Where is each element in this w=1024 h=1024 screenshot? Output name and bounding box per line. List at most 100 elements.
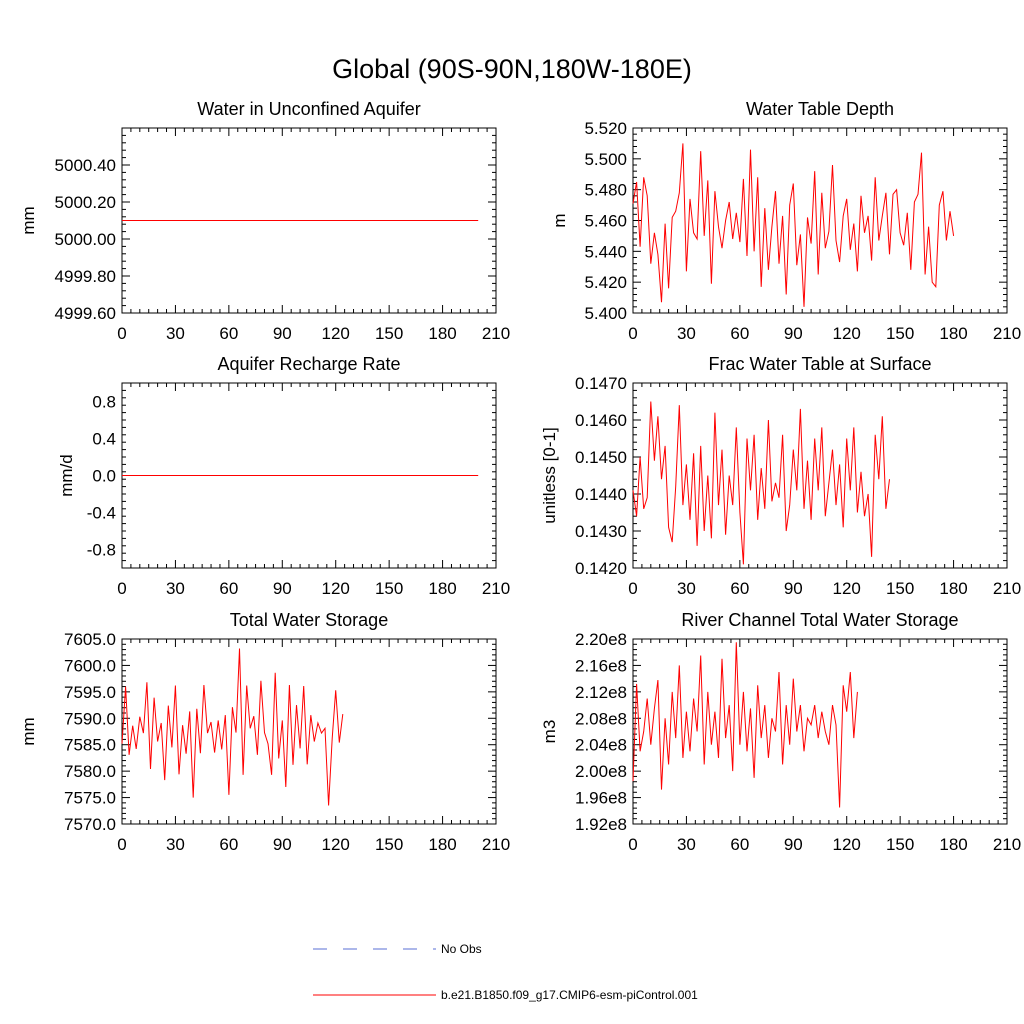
panel-water-table-depth-ytick-label: 5.420 bbox=[584, 273, 627, 292]
panel-water-table-depth-xtick-label: 0 bbox=[628, 324, 637, 343]
panel-river-channel-storage-ytick-label: 1.92e8 bbox=[575, 815, 627, 834]
panel-total-water-storage-xtick-label: 180 bbox=[428, 835, 456, 854]
panel-recharge-rate-ytick-label: 0.4 bbox=[92, 430, 116, 449]
panel-aquifer-water-ytick-label: 5000.20 bbox=[55, 193, 116, 212]
panel-frac-water-table-ytick-label: 0.1450 bbox=[575, 448, 627, 467]
panel-water-table-depth-xtick-label: 30 bbox=[677, 324, 696, 343]
panel-river-channel-storage-xtick-label: 150 bbox=[886, 835, 914, 854]
panel-river-channel-storage: River Channel Total Water Storage m3 0 30 60… bbox=[540, 610, 1021, 854]
panel-river-channel-storage-ytick-label: 1.96e8 bbox=[575, 789, 627, 808]
legend-label-no-obs: No Obs bbox=[441, 942, 482, 956]
panel-river-channel-storage-xtick-label: 30 bbox=[677, 835, 696, 854]
panel-aquifer-water-xtick-label: 0 bbox=[117, 324, 126, 343]
panel-total-water-storage-ylabel: mm bbox=[19, 717, 38, 745]
panel-river-channel-storage-ylabel: m3 bbox=[540, 720, 559, 744]
panel-frac-water-table-series-line bbox=[632, 401, 890, 565]
panel-aquifer-water-xtick-label: 150 bbox=[375, 324, 403, 343]
panel-frac-water-table-ytick-label: 0.1440 bbox=[575, 485, 627, 504]
panel-recharge-rate: Aquifer Recharge Rate mm/d 0 30 60 90 120 150 18… bbox=[57, 354, 510, 598]
panel-frac-water-table-ytick-label: 0.1460 bbox=[575, 411, 627, 430]
panel-recharge-rate-ytick-label: 0.8 bbox=[92, 393, 116, 412]
panel-recharge-rate-ytick-label: 0.0 bbox=[92, 467, 116, 486]
panel-total-water-storage-ytick-label: 7590.0 bbox=[64, 709, 116, 728]
panel-recharge-rate-ytick-label: -0.8 bbox=[87, 541, 116, 560]
panel-recharge-rate-xtick-label: 210 bbox=[482, 579, 510, 598]
panel-aquifer-water-ytick-label: 5000.00 bbox=[55, 230, 116, 249]
panel-frac-water-table-xtick-label: 210 bbox=[993, 579, 1021, 598]
panel-aquifer-water-xtick-label: 180 bbox=[428, 324, 456, 343]
panel-water-table-depth-ytick-label: 5.440 bbox=[584, 242, 627, 261]
panel-water-table-depth-series-line bbox=[632, 143, 955, 307]
panel-total-water-storage-xtick-label: 30 bbox=[166, 835, 185, 854]
panel-water-table-depth-ylabel: m bbox=[550, 213, 569, 227]
panel-river-channel-storage-xtick-label: 60 bbox=[730, 835, 749, 854]
panel-recharge-rate-xtick-label: 150 bbox=[375, 579, 403, 598]
panel-river-channel-storage-xtick-label: 210 bbox=[993, 835, 1021, 854]
panel-total-water-storage: Total Water Storage mm 0 30 60 90 120 150 180 210… bbox=[19, 610, 510, 854]
panel-aquifer-water-xtick-label: 90 bbox=[273, 324, 292, 343]
panel-river-channel-storage-xtick-label: 0 bbox=[628, 835, 637, 854]
panel-frac-water-table-title: Frac Water Table at Surface bbox=[708, 354, 931, 374]
panel-water-table-depth-ytick-label: 5.480 bbox=[584, 181, 627, 200]
panel-recharge-rate-xtick-label: 60 bbox=[219, 579, 238, 598]
panel-aquifer-water-xtick-label: 210 bbox=[482, 324, 510, 343]
panel-aquifer-water-ytick-label: 4999.60 bbox=[55, 304, 116, 323]
panel-aquifer-water-xtick-label: 60 bbox=[219, 324, 238, 343]
panel-river-channel-storage-series-line bbox=[632, 642, 858, 808]
panel-river-channel-storage-xtick-label: 120 bbox=[833, 835, 861, 854]
panel-frac-water-table-xtick-label: 60 bbox=[730, 579, 749, 598]
legend-label-model: b.e21.B1850.f09_g17.CMIP6-esm-piControl.… bbox=[441, 988, 698, 1002]
panel-water-table-depth-title: Water Table Depth bbox=[746, 99, 894, 119]
panel-aquifer-water-ytick-label: 5000.40 bbox=[55, 156, 116, 175]
panel-frac-water-table-xtick-label: 90 bbox=[784, 579, 803, 598]
panel-aquifer-water-xtick-label: 30 bbox=[166, 324, 185, 343]
panel-recharge-rate-xtick-label: 0 bbox=[117, 579, 126, 598]
panel-recharge-rate-xtick-label: 90 bbox=[273, 579, 292, 598]
panel-river-channel-storage-xtick-label: 180 bbox=[939, 835, 967, 854]
panel-aquifer-water-ytick-label: 4999.80 bbox=[55, 267, 116, 286]
panel-total-water-storage-xtick-label: 210 bbox=[482, 835, 510, 854]
legend-entry-model: b.e21.B1850.f09_g17.CMIP6-esm-piControl.… bbox=[313, 988, 698, 1002]
panel-frac-water-table-xtick-label: 120 bbox=[833, 579, 861, 598]
panel-frac-water-table-xtick-label: 30 bbox=[677, 579, 696, 598]
panel-water-table-depth-ytick-label: 5.400 bbox=[584, 304, 627, 323]
panel-total-water-storage-title: Total Water Storage bbox=[230, 610, 388, 630]
panel-water-table-depth-xtick-label: 120 bbox=[833, 324, 861, 343]
panel-total-water-storage-ytick-label: 7570.0 bbox=[64, 815, 116, 834]
panel-frac-water-table-ytick-label: 0.1430 bbox=[575, 522, 627, 541]
panel-frac-water-table-xtick-label: 0 bbox=[628, 579, 637, 598]
legend: No Obs b.e21.B1850.f09_g17.CMIP6-esm-piC… bbox=[313, 942, 698, 1002]
panel-river-channel-storage-frame bbox=[632, 638, 1008, 825]
panel-recharge-rate-xtick-label: 120 bbox=[322, 579, 350, 598]
panel-river-channel-storage-ytick-label: 2.16e8 bbox=[575, 656, 627, 675]
panel-water-table-depth-xtick-label: 150 bbox=[886, 324, 914, 343]
panel-river-channel-storage-ytick-label: 2.00e8 bbox=[575, 762, 627, 781]
panel-total-water-storage-xtick-label: 90 bbox=[273, 835, 292, 854]
panel-water-table-depth-xtick-label: 180 bbox=[939, 324, 967, 343]
panel-river-channel-storage-ytick-label: 2.04e8 bbox=[575, 736, 627, 755]
panel-total-water-storage-series-line bbox=[121, 648, 344, 806]
panel-water-table-depth-ytick-label: 5.460 bbox=[584, 212, 627, 231]
panel-water-table-depth-ytick-label: 5.520 bbox=[584, 119, 627, 138]
panel-aquifer-water-title: Water in Unconfined Aquifer bbox=[197, 99, 420, 119]
panel-river-channel-storage-xtick-label: 90 bbox=[784, 835, 803, 854]
panel-total-water-storage-ytick-label: 7580.0 bbox=[64, 762, 116, 781]
panel-frac-water-table-ytick-label: 0.1420 bbox=[575, 559, 627, 578]
panel-aquifer-water-xtick-label: 120 bbox=[322, 324, 350, 343]
panel-water-table-depth: Water Table Depth m 0 30 60 90 120 150 180 210 5.4… bbox=[550, 99, 1021, 343]
panel-frac-water-table-xtick-label: 150 bbox=[886, 579, 914, 598]
panel-recharge-rate-xtick-label: 180 bbox=[428, 579, 456, 598]
panel-river-channel-storage-ytick-label: 2.20e8 bbox=[575, 630, 627, 649]
panel-recharge-rate-title: Aquifer Recharge Rate bbox=[217, 354, 400, 374]
panel-water-table-depth-xtick-label: 90 bbox=[784, 324, 803, 343]
panel-total-water-storage-ytick-label: 7600.0 bbox=[64, 656, 116, 675]
panel-total-water-storage-ytick-label: 7585.0 bbox=[64, 736, 116, 755]
panel-water-table-depth-xtick-label: 60 bbox=[730, 324, 749, 343]
panel-frac-water-table-ytick-label: 0.1470 bbox=[575, 374, 627, 393]
panel-total-water-storage-xtick-label: 150 bbox=[375, 835, 403, 854]
panel-water-table-depth-ytick-label: 5.500 bbox=[584, 150, 627, 169]
panel-frac-water-table-xtick-label: 180 bbox=[939, 579, 967, 598]
panel-aquifer-water: Water in Unconfined Aquifer mm 0 30 60 90 120 1… bbox=[19, 99, 510, 343]
panel-water-table-depth-xtick-label: 210 bbox=[993, 324, 1021, 343]
